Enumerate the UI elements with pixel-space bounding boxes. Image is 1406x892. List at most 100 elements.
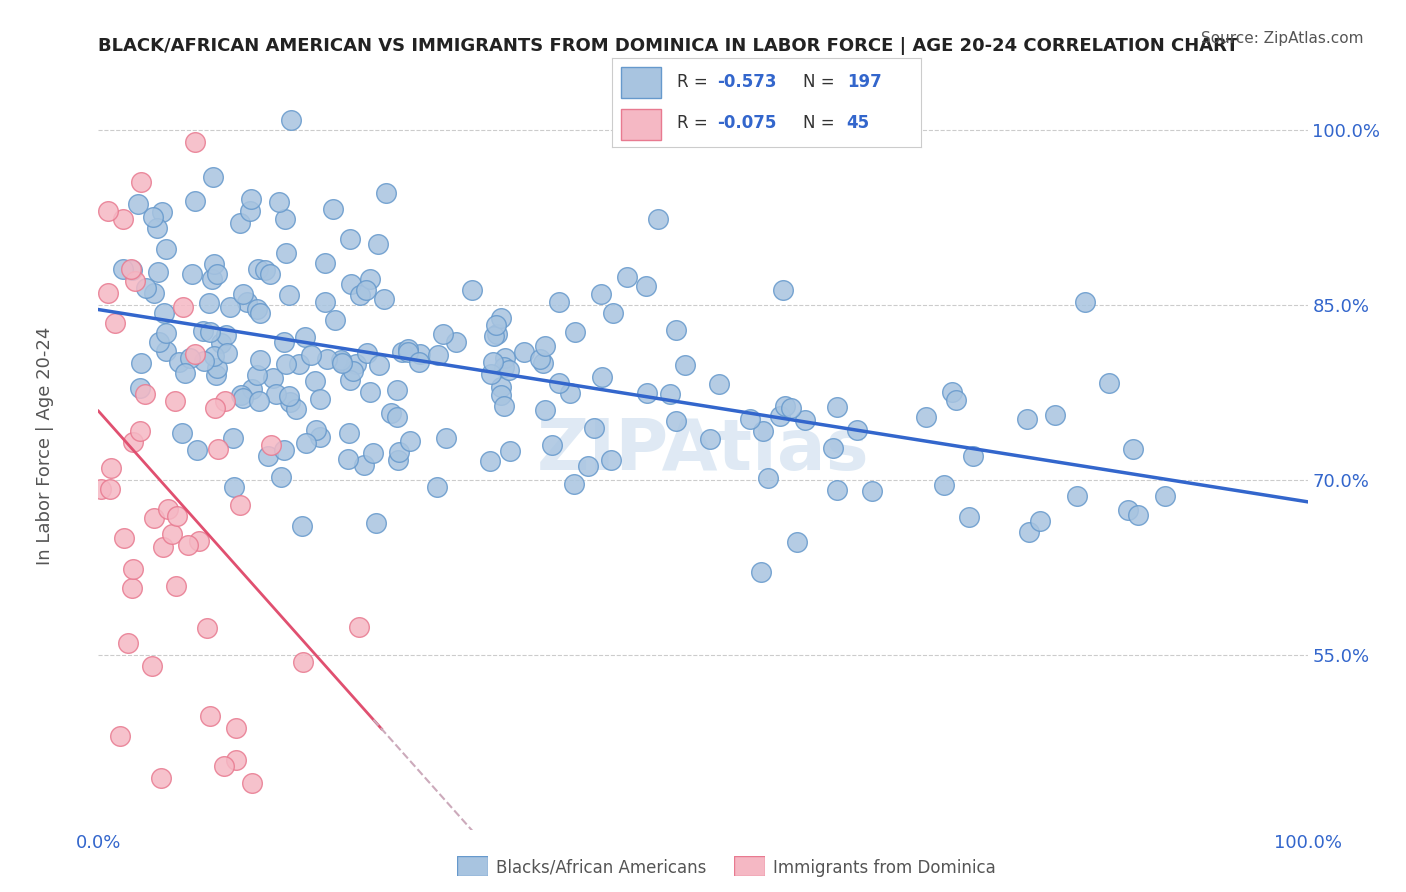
Point [204,368,226,383]
Point [374,186,396,200]
Point [860,483,883,498]
Point [391,344,413,359]
Point [152,541,174,555]
Point [112,211,135,226]
Point [212,758,235,772]
Point [186,443,208,458]
Point [582,421,605,435]
Point [90,482,112,496]
Point [1066,489,1088,503]
Point [962,449,984,463]
Point [941,384,963,399]
Point [108,729,131,743]
Point [246,302,269,317]
Point [295,436,318,450]
Point [170,425,193,440]
Point [772,283,794,297]
Point [385,410,408,425]
Point [232,286,254,301]
Point [262,370,284,384]
Point [915,409,938,424]
Point [316,352,339,367]
Point [531,356,554,370]
Point [793,412,815,426]
Point [1097,376,1119,391]
Point [322,202,344,217]
Point [482,328,505,343]
Point [1045,409,1067,423]
Point [229,498,252,512]
Point [387,383,409,397]
Point [122,435,145,450]
Point [278,288,301,302]
Point [340,277,363,292]
Point [665,414,688,428]
Point [492,399,515,413]
Point [305,423,328,437]
Point [647,212,669,227]
Point [184,347,207,361]
Point [408,347,430,361]
Point [353,458,375,472]
Point [786,534,808,549]
Point [155,242,177,256]
Point [155,343,177,358]
Point [489,380,512,394]
Point [934,477,956,491]
Point [259,268,281,282]
Point [201,272,224,286]
Point [489,311,512,326]
Point [246,368,269,383]
Point [432,327,454,342]
Point [117,636,139,650]
Point [562,477,585,491]
Point [558,386,581,401]
Point [240,382,263,396]
Point [773,399,796,413]
Point [658,386,681,401]
Point [273,443,295,458]
Point [359,384,381,399]
Point [98,482,121,496]
Point [143,285,166,300]
Point [665,323,688,337]
Point [673,358,696,372]
Point [129,356,152,370]
Text: Source: ZipAtlas.com: Source: ZipAtlas.com [1201,31,1364,46]
Point [408,354,430,368]
Point [120,262,142,277]
Point [135,280,157,294]
Point [184,194,207,208]
Point [564,325,586,339]
FancyBboxPatch shape [621,109,661,140]
Point [260,438,283,452]
Point [339,373,361,387]
Point [309,430,332,444]
Point [709,376,731,391]
Point [380,406,402,420]
Point [827,483,849,498]
Point [945,393,967,408]
Point [1073,295,1095,310]
Point [128,424,150,438]
Point [751,424,773,438]
Point [97,203,120,218]
Point [121,263,143,277]
Point [217,346,239,360]
Point [367,236,389,251]
Point [172,300,194,314]
Point [264,387,287,401]
Point [240,776,263,790]
Point [396,342,419,356]
Text: -0.573: -0.573 [717,73,776,91]
Point [330,352,353,367]
Point [219,300,242,314]
Point [498,363,520,377]
Point [354,284,377,298]
Point [1154,489,1177,503]
Point [499,444,522,458]
Point [111,262,134,277]
Point [155,326,177,340]
Text: N =: N = [803,73,841,91]
Point [309,392,332,406]
